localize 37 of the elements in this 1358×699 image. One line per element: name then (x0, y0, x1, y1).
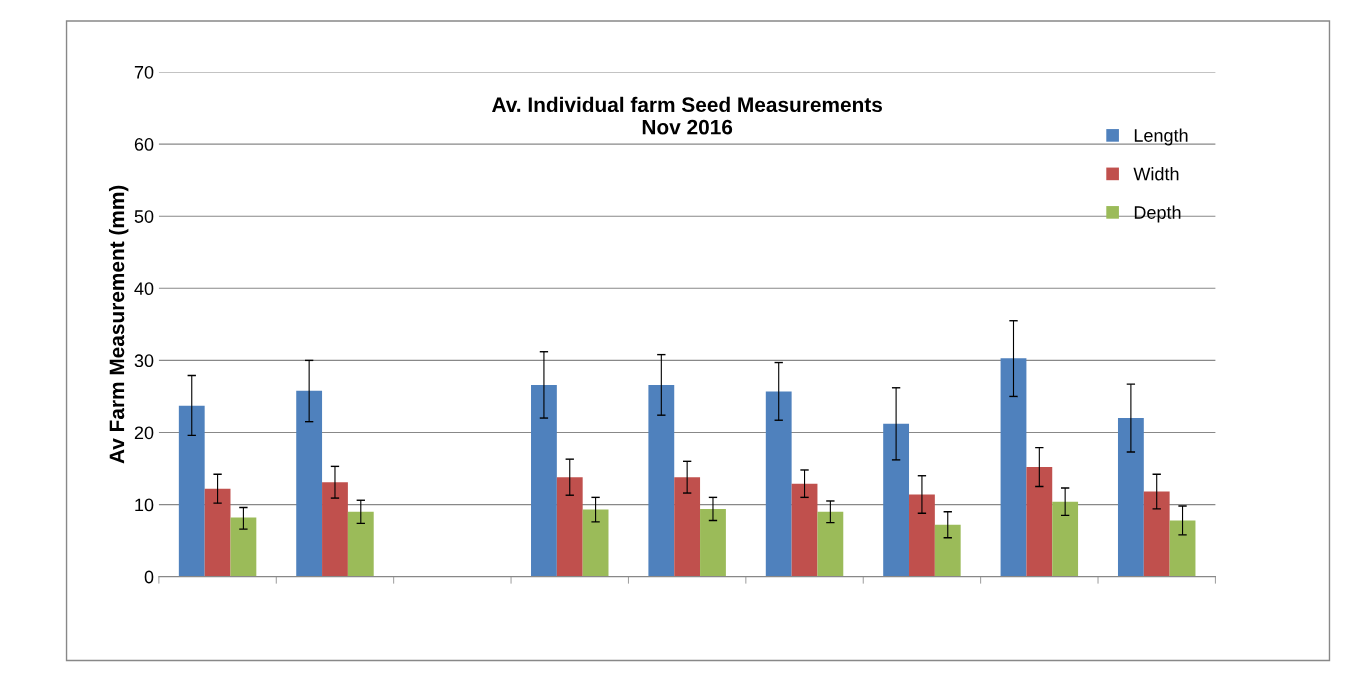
bar (817, 511, 844, 577)
y-tick-label: 50 (134, 210, 154, 223)
bar (1000, 358, 1027, 577)
text: Av. Individual farm Seed Measurements Nov 2016 (492, 96, 882, 135)
legend-label: Depth (1134, 205, 1181, 223)
y-tick-label: 30 (134, 354, 154, 368)
bar (347, 511, 374, 577)
bar (204, 488, 231, 577)
bar (1026, 467, 1053, 577)
y-tick-label: 70 (134, 65, 154, 79)
bar (230, 517, 257, 577)
bar (296, 390, 323, 577)
bar (531, 384, 557, 577)
bar (791, 483, 818, 577)
bar (1169, 520, 1196, 577)
bar (765, 391, 792, 577)
y-tick-label: 10 (135, 498, 154, 512)
y-tick-label: 40 (134, 282, 154, 296)
bar (1052, 501, 1079, 577)
bar (700, 508, 726, 577)
bar (648, 384, 675, 577)
bar (909, 494, 935, 577)
bar (556, 477, 583, 577)
bar (934, 524, 961, 577)
legend-label: Length (1134, 128, 1188, 146)
y-axis-title: Av Farm Measurement (mm) (108, 185, 129, 464)
bar (1117, 418, 1144, 577)
y-tick-label: 0 (144, 570, 154, 584)
y-tick-label: 60 (134, 138, 154, 151)
bar (883, 423, 910, 577)
bar (322, 482, 348, 577)
bar (178, 405, 205, 577)
bar (674, 477, 701, 577)
legend-label: Width (1133, 167, 1179, 181)
bar (1143, 491, 1170, 577)
y-tick-label: 20 (134, 426, 154, 440)
bar (582, 509, 609, 577)
